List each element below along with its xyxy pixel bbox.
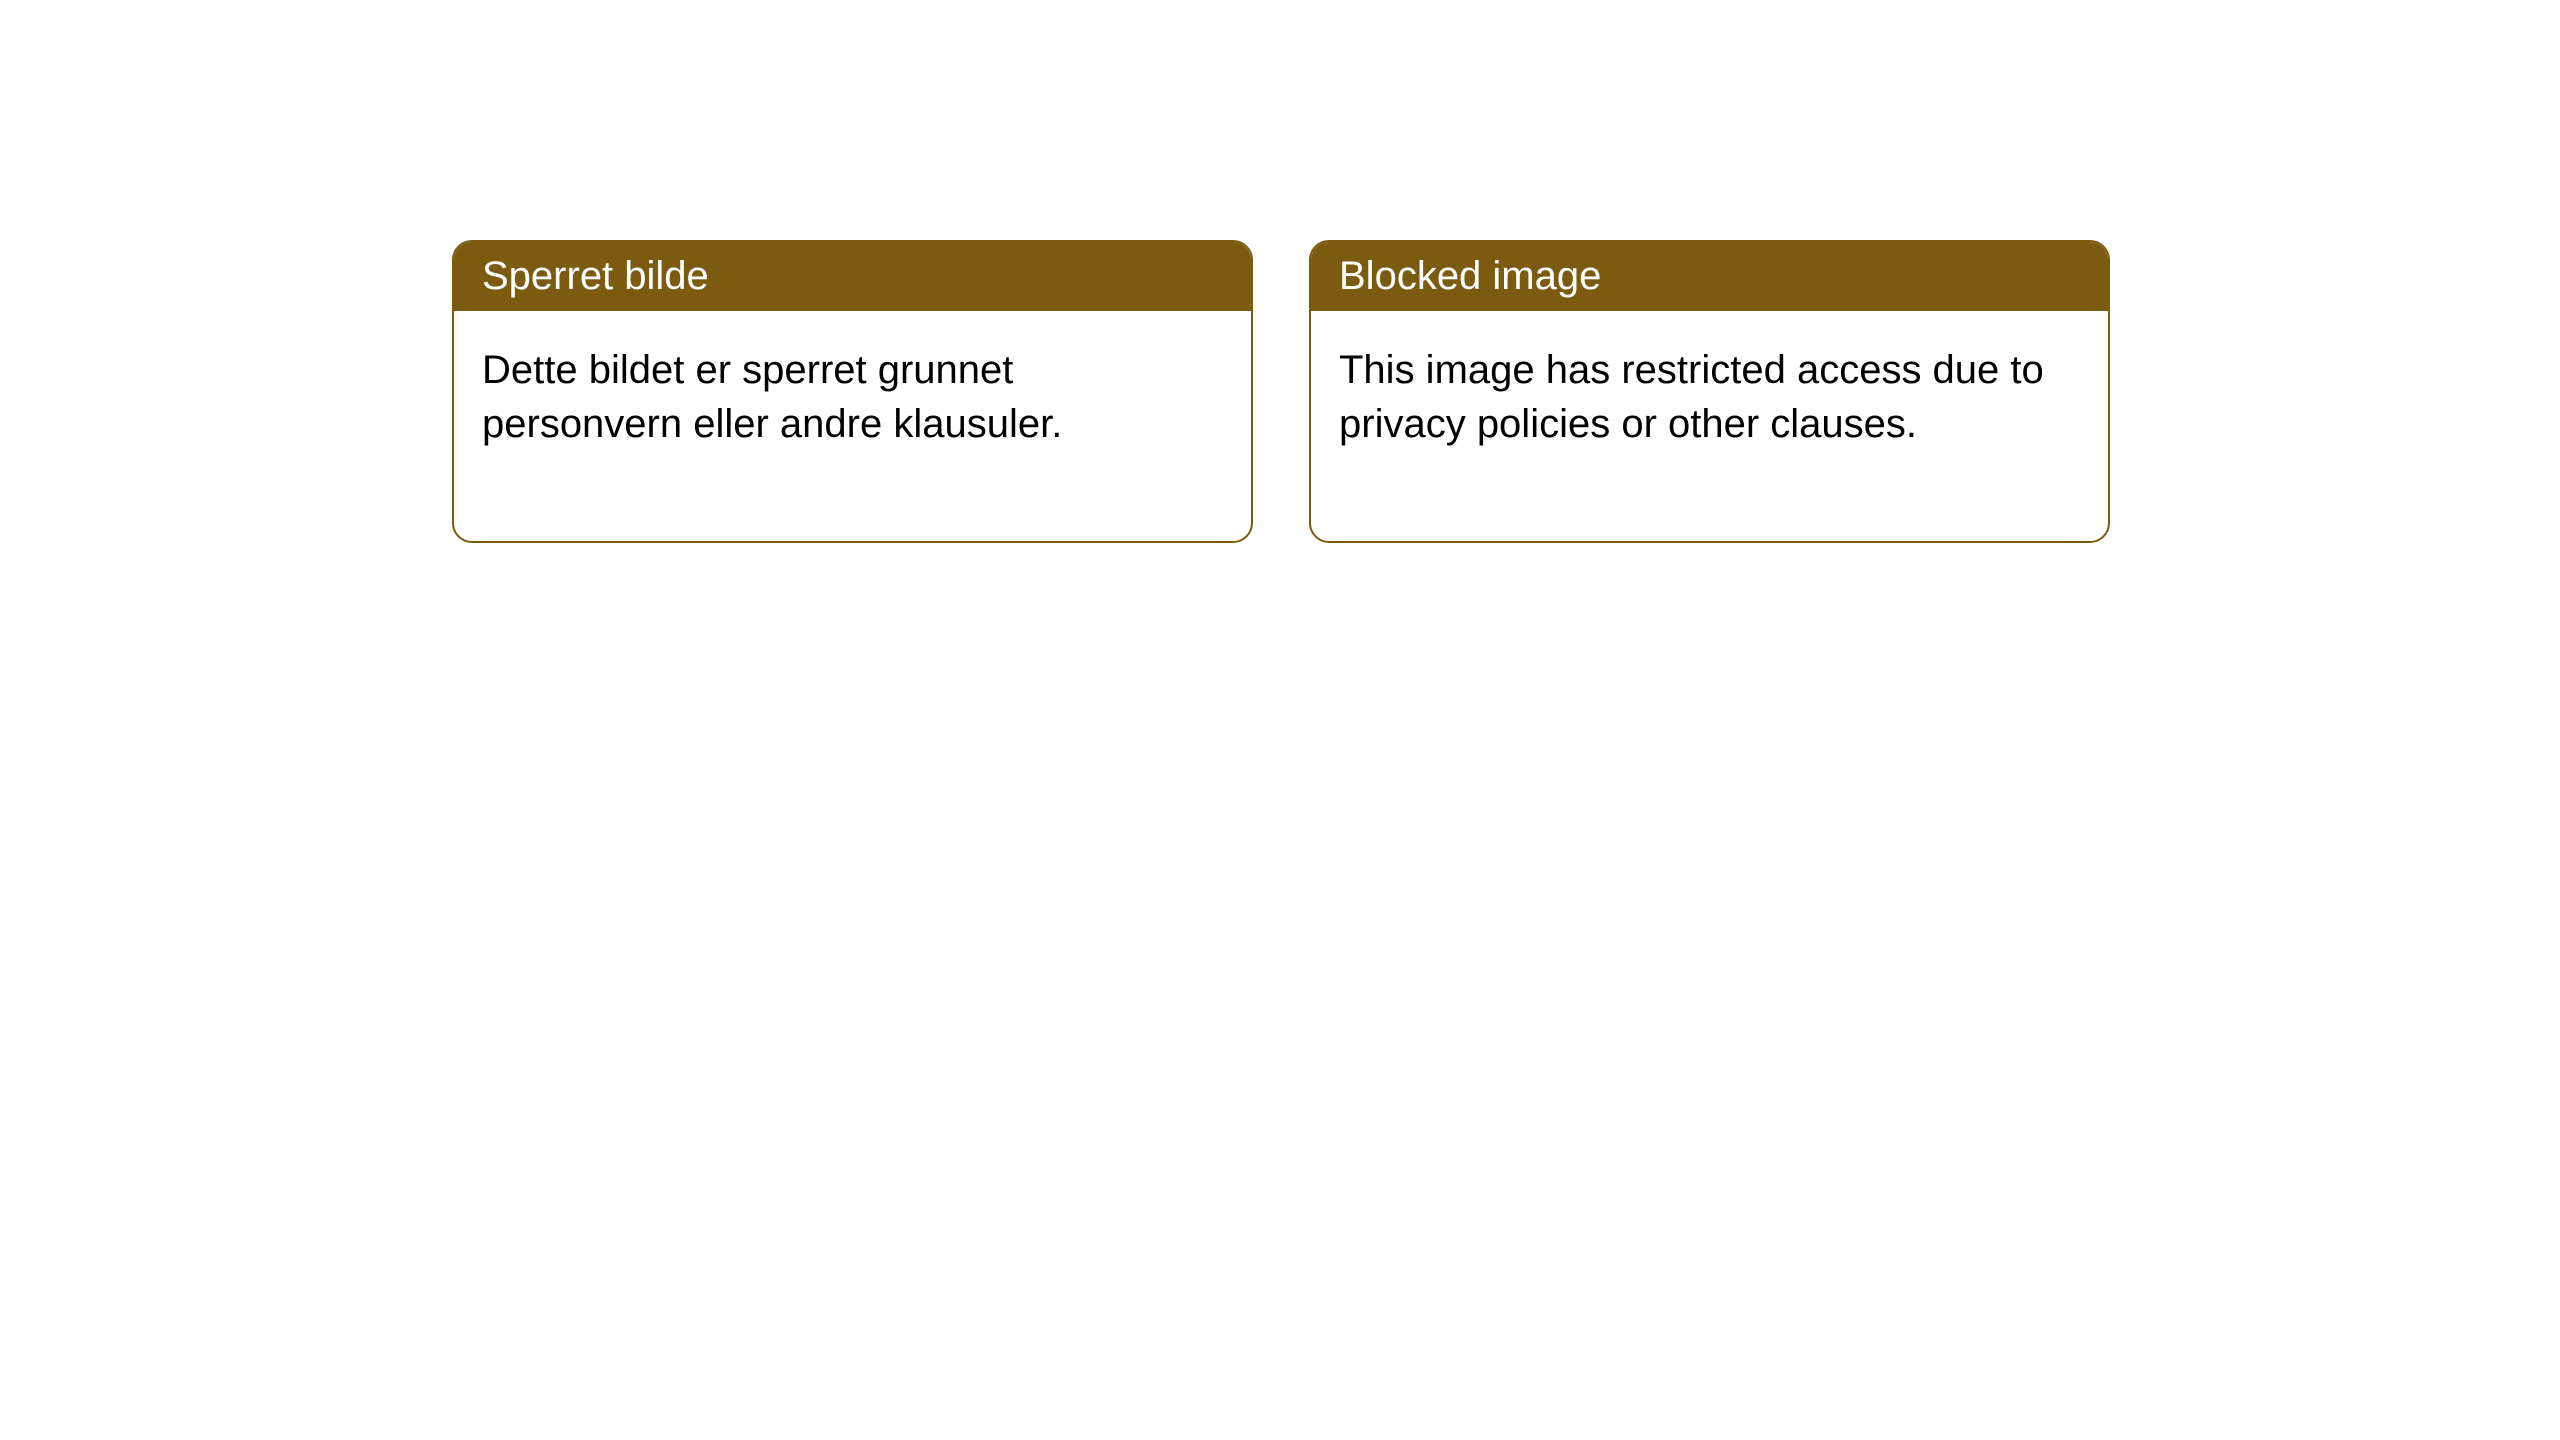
notice-container: Sperret bilde Dette bildet er sperret gr… <box>452 240 2110 543</box>
blocked-image-card-en: Blocked image This image has restricted … <box>1309 240 2110 543</box>
card-title: Sperret bilde <box>482 254 709 298</box>
blocked-image-card-no: Sperret bilde Dette bildet er sperret gr… <box>452 240 1253 543</box>
card-body: This image has restricted access due to … <box>1311 311 2108 541</box>
card-message: Dette bildet er sperret grunnet personve… <box>482 348 1062 446</box>
card-header: Blocked image <box>1311 242 2108 311</box>
card-message: This image has restricted access due to … <box>1339 348 2044 446</box>
card-header: Sperret bilde <box>454 242 1251 311</box>
card-title: Blocked image <box>1339 254 1601 298</box>
card-body: Dette bildet er sperret grunnet personve… <box>454 311 1251 541</box>
